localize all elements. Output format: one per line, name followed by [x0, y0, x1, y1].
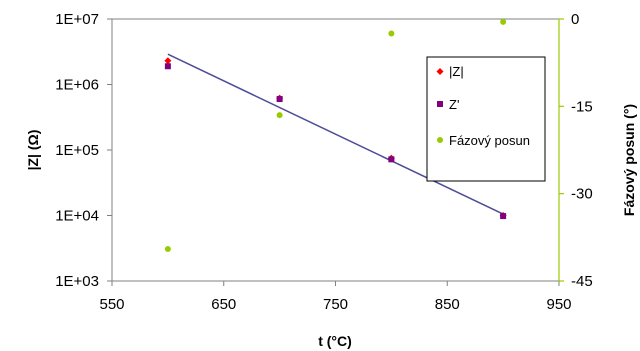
- x-tick-label: 550: [99, 296, 124, 313]
- y-left-tick-label: 1E+06: [55, 77, 99, 94]
- y-right-tick-label: 0: [571, 11, 579, 28]
- data-point-phase: [276, 112, 283, 119]
- y-axis-right-title: Fázový posun (°): [621, 104, 637, 216]
- legend-item-real-z: Z': [437, 97, 459, 112]
- y-right-tick-label: -45: [571, 273, 593, 290]
- legend-marker-circle-icon: [437, 137, 443, 143]
- x-tick-label: 850: [435, 296, 460, 313]
- data-point-real-z: [500, 213, 507, 220]
- y-axis-right: -45 -30 -15 0: [558, 11, 593, 290]
- legend-label-abs-z: |Z|: [449, 64, 464, 79]
- legend-marker-square-icon: [437, 101, 443, 107]
- data-point-phase: [164, 245, 171, 252]
- series-layer: [164, 18, 507, 252]
- trendline-layer: [167, 53, 504, 215]
- data-point-phase: [500, 18, 507, 25]
- legend-label-phase: Fázový posun: [449, 133, 530, 148]
- x-tick-label: 650: [211, 296, 236, 313]
- y-right-tick-label: -30: [571, 186, 593, 203]
- trendline: [167, 53, 504, 215]
- legend-box: [426, 56, 546, 182]
- data-point-abs-z: [164, 57, 172, 65]
- legend-item-abs-z: |Z|: [436, 64, 464, 79]
- x-axis: 550 650 750 850 950: [99, 281, 572, 313]
- data-point-real-z: [164, 63, 171, 70]
- data-point-phase: [388, 30, 395, 37]
- legend-item-phase: Fázový posun: [437, 133, 530, 148]
- y-left-tick-label: 1E+05: [55, 142, 99, 159]
- y-left-tick-label: 1E+03: [55, 273, 99, 290]
- data-point-real-z: [388, 156, 395, 163]
- x-axis-title: t (°C): [318, 333, 352, 349]
- data-point-real-z: [276, 96, 283, 103]
- legend-marker-diamond-icon: [436, 68, 444, 75]
- y-axis-left: 1E+03 1E+04 1E+05 1E+06 1E+07: [55, 11, 112, 290]
- y-right-tick-label: -15: [571, 98, 593, 115]
- x-tick-label: 950: [546, 296, 571, 313]
- y-left-tick-label: 1E+04: [55, 208, 99, 225]
- legend-label-real-z: Z': [449, 97, 459, 112]
- y-left-tick-label: 1E+07: [55, 11, 99, 28]
- y-axis-left-title: |Z| (Ω): [25, 130, 41, 171]
- x-tick-label: 750: [323, 296, 348, 313]
- legend: |Z| Z' Fázový posun: [426, 56, 546, 182]
